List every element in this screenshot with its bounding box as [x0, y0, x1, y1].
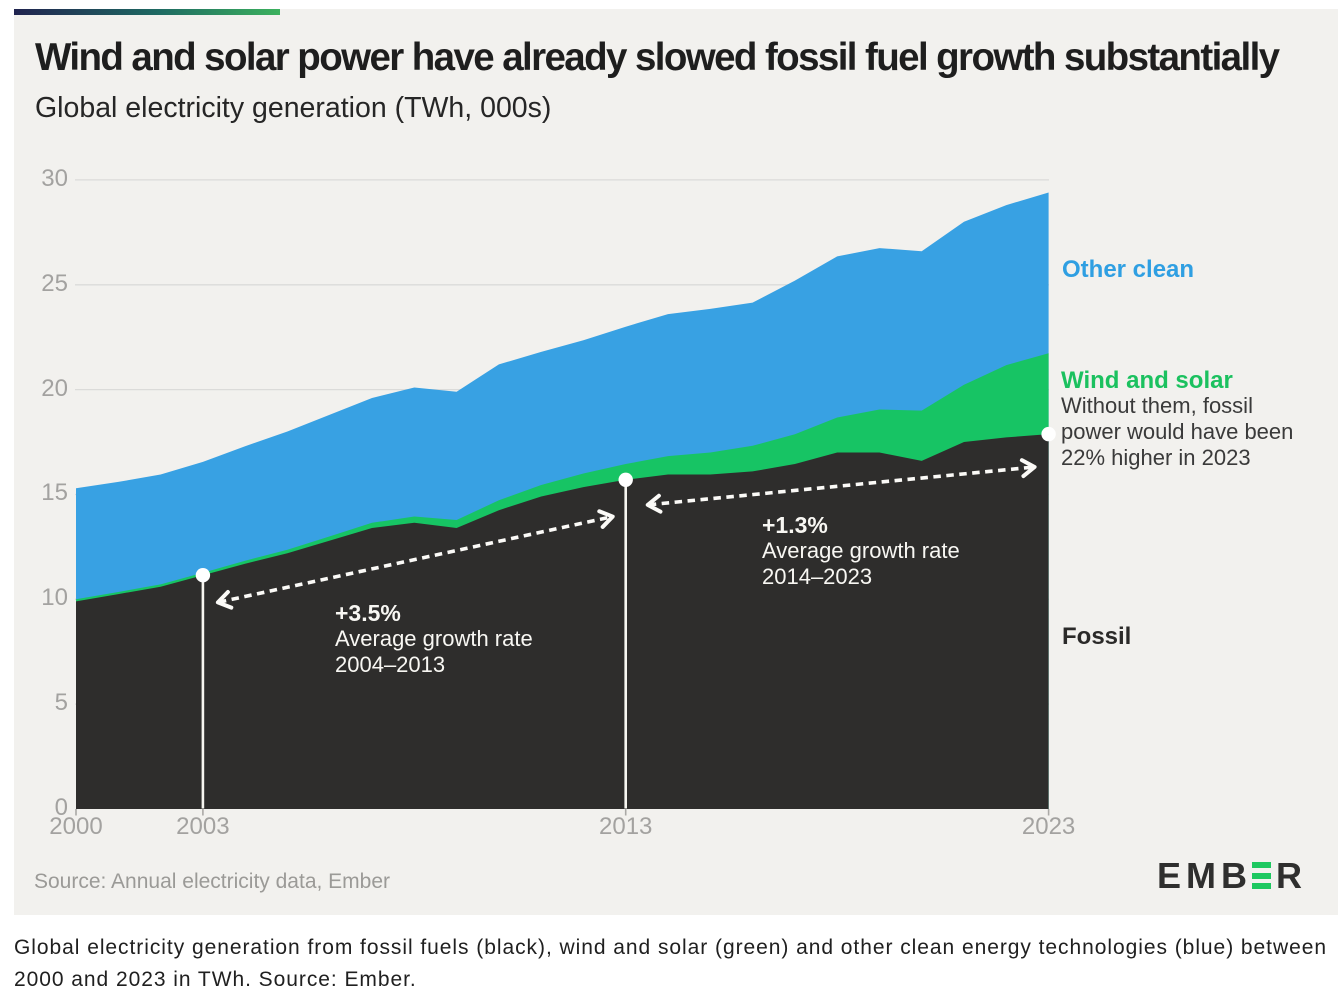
figure-caption-line2: 2000 and 2023 in TWh. Source: Ember. [14, 968, 417, 991]
x-tick-label: 2013 [599, 813, 653, 840]
chart-title: Wind and solar power have already slowed… [35, 36, 1280, 79]
ember-logo-e-bars-icon [1252, 862, 1272, 889]
ember-logo-letter: E [1157, 855, 1182, 896]
x-tick-label: 2003 [176, 813, 230, 840]
ember-logo-letter: B [1221, 855, 1248, 896]
wind-solar-note: Without them, fossil power would have be… [1061, 393, 1293, 471]
growth-annotation-2004-2013: +3.5% Average growth rate 2004–2013 [335, 600, 533, 678]
growth-rate-period: 2014–2023 [762, 564, 873, 589]
x-tick-label: 2023 [1021, 813, 1076, 840]
growth-rate-label: Average growth rate [762, 538, 960, 563]
figure-caption: Global electricity generation from fossi… [14, 932, 1327, 996]
y-tick-label: 30 [41, 164, 68, 192]
wind-solar-note-line2: power would have been [1061, 419, 1294, 444]
figure-caption-line1: Global electricity generation from fossi… [14, 936, 1327, 959]
ember-logo-letter: R [1276, 855, 1303, 896]
series-label-wind-and-solar: Wind and solar [1061, 367, 1233, 394]
growth-annotation-2014-2023: +1.3% Average growth rate 2014–2023 [762, 512, 960, 590]
growth-rate-period: 2004–2013 [335, 652, 446, 677]
y-tick-label: 15 [41, 479, 68, 507]
ember-logo-letter: M [1186, 855, 1217, 896]
source-attribution: Source: Annual electricity data, Ember [34, 870, 391, 893]
wind-solar-note-line1: Without them, fossil [1061, 393, 1253, 418]
y-tick-label: 10 [41, 584, 68, 612]
growth-rate-value: +3.5% [335, 600, 401, 626]
wind-solar-note-line3: 22% higher in 2023 [1061, 445, 1251, 470]
growth-rate-value: +1.3% [762, 512, 828, 538]
y-tick-label: 5 [54, 689, 68, 717]
y-tick-label: 0 [54, 794, 68, 821]
y-tick-label: 25 [41, 269, 68, 297]
series-label-fossil: Fossil [1062, 623, 1132, 650]
series-label-other-clean: Other clean [1062, 256, 1195, 283]
brand-gradient-bar [14, 9, 280, 15]
chart-subtitle: Global electricity generation (TWh, 000s… [35, 92, 552, 124]
y-tick-label: 20 [41, 374, 68, 402]
growth-rate-label: Average growth rate [335, 626, 533, 651]
x-tick-label: 2000 [49, 813, 103, 840]
